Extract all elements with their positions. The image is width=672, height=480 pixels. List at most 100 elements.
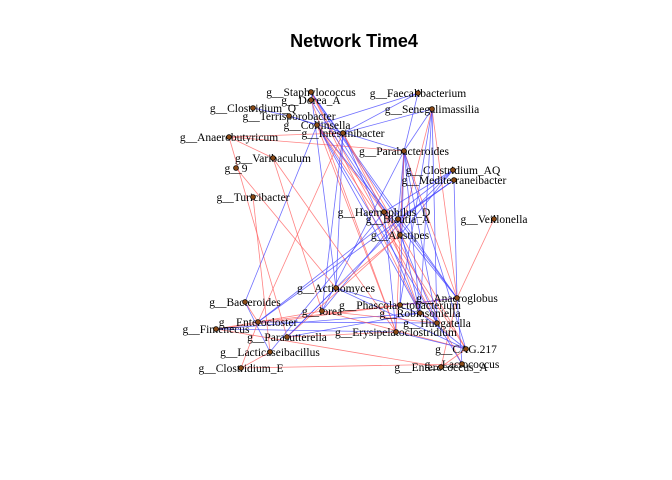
node-enterocloster: g__Enterocloster: [219, 317, 298, 329]
node-dot: [286, 113, 292, 119]
edge-robinsoniella-cag217: [419, 312, 467, 350]
node-intestinibacter: g__Intestinibacter: [301, 128, 384, 140]
node-collinsella: g__Collinsella: [283, 120, 350, 132]
edge-variibaculum-erysipelatoclostridium: [272, 157, 397, 333]
edge-anaerobutyricum-parabacteroides: [228, 136, 405, 152]
edge-intestinibacter-cag217: [342, 132, 467, 350]
edge-intestinibacter-lorea: [321, 132, 344, 312]
edge-clostridium_aq-haemophilus_d: [383, 169, 454, 213]
edge-fimenecus-enterococcus_a: [215, 328, 442, 368]
node-turicibacter: g__Turicibacter: [216, 192, 289, 204]
node-actinomyces: g__Actinomyces: [297, 283, 375, 295]
edge-intestinibacter-robinsoniella: [342, 132, 421, 314]
edge-collinsella-bacteroides: [244, 124, 318, 303]
edge-fimenecus-robinsoniella: [215, 312, 421, 330]
edge-g9-actinomyces: [235, 167, 337, 289]
node-senegalimassilia: g__Senegalimassilia: [385, 104, 480, 116]
edge-haemophilus_d-erysipelatoclostridium: [383, 211, 397, 333]
node-dot: [233, 165, 239, 171]
edge-mediterraneibacter-enterocloster: [257, 179, 455, 323]
edge-parabacteroides-hungatella: [403, 150, 438, 324]
edge-blautia_a-anaeroglobus: [397, 218, 458, 299]
node-terrisporobacter: g__Terrisporobacter: [242, 111, 335, 123]
edge-clostridium_aq-alistipes: [399, 169, 454, 236]
edge-collinsella-erysipelatoclostridium: [316, 124, 397, 333]
edge-parabacteroides-anaeroglobus: [403, 150, 458, 299]
node-dot: [267, 349, 273, 355]
node-dot: [451, 177, 457, 183]
node-dot: [381, 209, 387, 215]
edge-enterocloster-clostridium_e: [240, 321, 259, 369]
node-dot: [491, 216, 497, 222]
node-dot: [213, 326, 219, 332]
edge-clostridium_aq-enterocloster: [257, 169, 454, 323]
edge-senegalimassilia-anaeroglobus: [431, 108, 458, 299]
node-clostridium_q: g__Clostridium_Q: [210, 103, 297, 115]
edge-veillonella-anaeroglobus: [456, 218, 495, 299]
node-dot: [401, 148, 407, 154]
node-dot: [242, 299, 248, 305]
node-dot: [459, 361, 465, 367]
node-dot: [255, 319, 261, 325]
edge-intestinibacter-lactococcus: [342, 132, 463, 365]
node-robinsoniella: g__Robinsoniella: [379, 308, 460, 320]
edge-layer: [215, 91, 495, 369]
edge-actinomyces-cag217: [335, 287, 467, 350]
edge-bacteroides-enterocloster: [244, 301, 259, 323]
edge-parabacteroides-robinsoniella: [403, 150, 421, 314]
node-dot: [284, 334, 290, 340]
node-dot: [417, 310, 423, 316]
node-clostridium_e: g__Clostridium_E: [199, 363, 284, 375]
node-dot: [314, 122, 320, 128]
node-lacticaseibacillus: g__Lacticaseibacillus: [220, 347, 320, 359]
node-dot: [226, 134, 232, 140]
node-anaeroglobus: g__Anaeroglobus: [416, 293, 498, 305]
node-dot: [415, 90, 421, 96]
edge-robinsoniella-hungatella: [419, 312, 438, 324]
edge-faecalibacterium-intestinibacter: [342, 92, 419, 134]
node-dot: [238, 365, 244, 371]
node-blautia_a: g__Blautia_A: [366, 214, 431, 226]
edge-alistipes-parasutterella: [286, 234, 401, 338]
edge-terrisporobacter-collinsella: [288, 115, 318, 126]
node-fimenecus: g__Fimenecus: [182, 324, 250, 336]
node-dot: [393, 329, 399, 335]
edge-haemophilus_d-alistipes: [383, 211, 401, 236]
node-dot: [250, 194, 256, 200]
node-lorea: g__lorea: [302, 306, 342, 318]
node-parabacteroides: g__Parabacteroides: [359, 146, 450, 158]
edge-turicibacter-lacticaseibacillus: [252, 196, 271, 353]
node-dot: [308, 89, 314, 95]
edge-blautia_a-lorea: [321, 218, 399, 312]
node-phascolarctobacterium: g__Phascolarctobacterium: [339, 300, 461, 312]
edge-parabacteroides-cag217: [403, 150, 467, 350]
edge-fimenecus-lorea: [215, 310, 323, 330]
node-dot: [454, 295, 460, 301]
node-clostridium_aq: g__Clostridium_AQ: [406, 165, 501, 177]
node-cag217: g__CAG.217: [435, 344, 497, 356]
edge-mediterraneibacter-anaeroglobus: [453, 179, 458, 299]
edge-terrisporobacter-clostridium_q: [252, 107, 290, 117]
edge-bacteroides-lacticaseibacillus: [244, 301, 271, 353]
node-dot: [250, 105, 256, 111]
node-dorea_a: g__Dorea_A: [281, 95, 341, 107]
node-dot: [270, 155, 276, 161]
node-bacteroides: g__Bacteroides: [209, 297, 281, 309]
edge-clostridium_e-lactococcus: [240, 363, 463, 369]
node-dot: [434, 320, 440, 326]
edge-lorea-cag217: [321, 310, 467, 350]
edge-collinsella-hungatella: [316, 124, 438, 324]
edge-parabacteroides-blautia_a: [397, 150, 405, 220]
edge-parasutterella-robinsoniella: [286, 312, 421, 338]
edge-anaeroglobus-enterococcus_a: [440, 297, 458, 368]
node-staphylococcus: g__Staphylococcus: [266, 87, 356, 99]
edge-anaerobutyricum-parasutterella: [228, 136, 288, 338]
edge-parabacteroides-lorea: [321, 150, 405, 312]
edge-senegalimassilia-parabacteroides: [403, 108, 433, 152]
edge-staphylococcus-robinsoniella: [310, 91, 421, 314]
node-variibaculum: g__Varibaculum: [235, 153, 311, 165]
node-dot: [438, 364, 444, 370]
edge-senegalimassilia-hungatella: [431, 108, 438, 324]
